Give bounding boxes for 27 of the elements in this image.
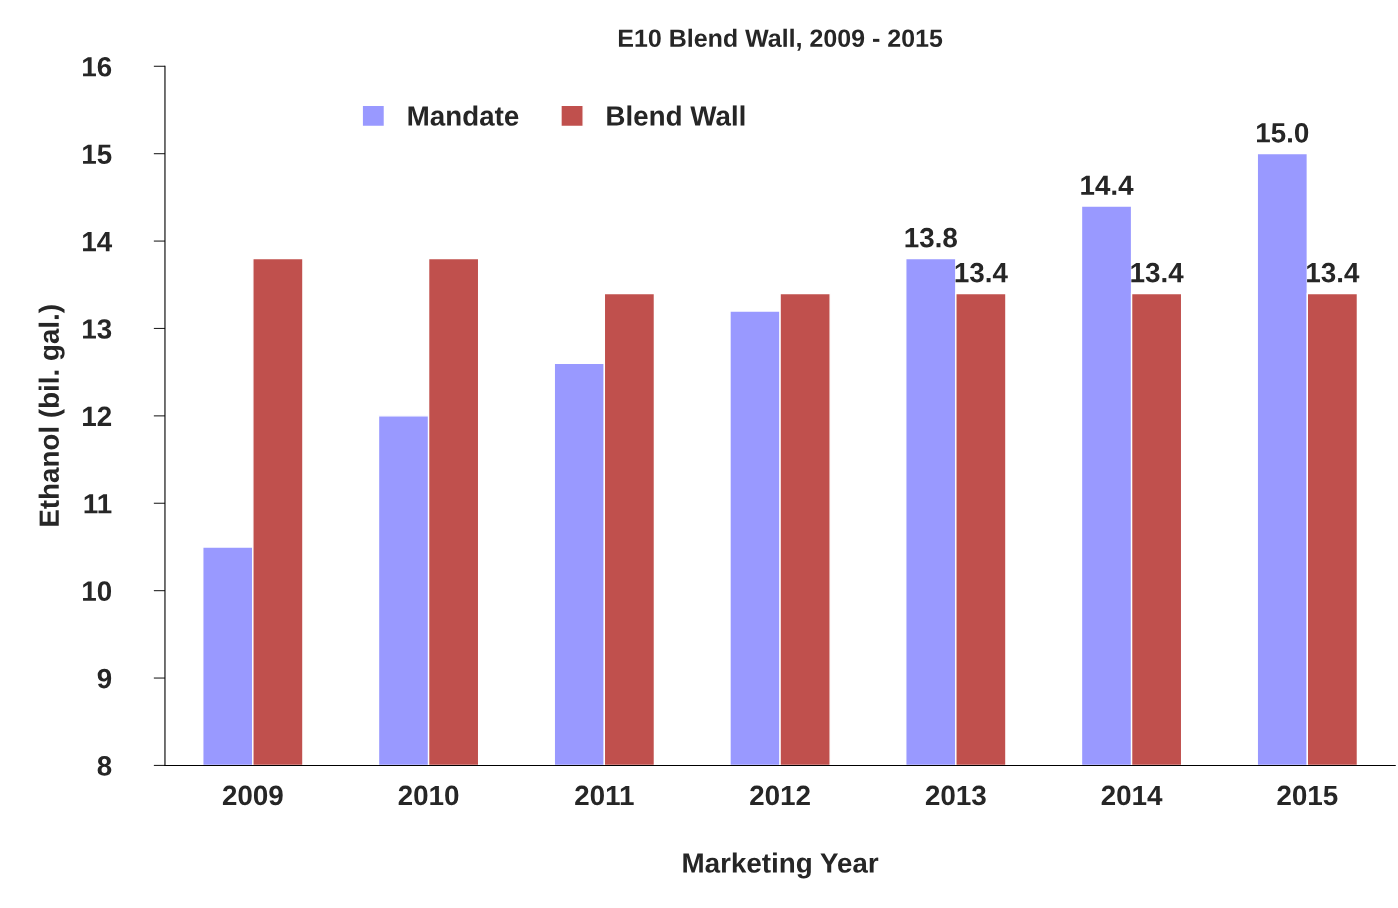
chart-title: E10 Blend Wall, 2009 - 2015 — [618, 28, 943, 51]
x-tick-label: 2015 — [1277, 785, 1338, 806]
y-tick-label: 9 — [97, 668, 112, 689]
x-tick-label: 2009 — [222, 785, 283, 806]
y-tick-label: 12 — [83, 406, 112, 426]
data-label: 13.8 — [905, 227, 957, 248]
legend-label: Mandate — [408, 105, 519, 126]
y-tick-label: 15 — [83, 144, 112, 165]
x-tick-label: 2011 — [575, 785, 634, 806]
y-tick-label: 8 — [97, 756, 112, 776]
x-tick-label: 2012 — [750, 785, 810, 806]
y-tick-label: 13 — [83, 319, 112, 339]
x-tick-label: 2013 — [925, 785, 986, 806]
y-tick-label: 11 — [84, 494, 112, 514]
y-tick-label: 10 — [83, 581, 112, 601]
data-label: 15.0 — [1257, 122, 1309, 143]
y-axis-title: Ethanol (bil. gal.) — [38, 305, 65, 526]
data-label: 14.4 — [1081, 175, 1134, 195]
legend-label: Blend Wall — [607, 105, 745, 126]
y-tick-label: 16 — [83, 56, 112, 77]
y-tick-label: 14 — [83, 232, 113, 252]
x-tick-label: 2010 — [398, 785, 459, 806]
data-label: 13.4 — [1307, 262, 1360, 283]
data-label: 13.4 — [955, 262, 1008, 283]
x-axis-title: Marketing Year — [683, 852, 879, 879]
data-label: 13.4 — [1131, 262, 1184, 283]
x-tick-label: 2014 — [1101, 785, 1163, 806]
